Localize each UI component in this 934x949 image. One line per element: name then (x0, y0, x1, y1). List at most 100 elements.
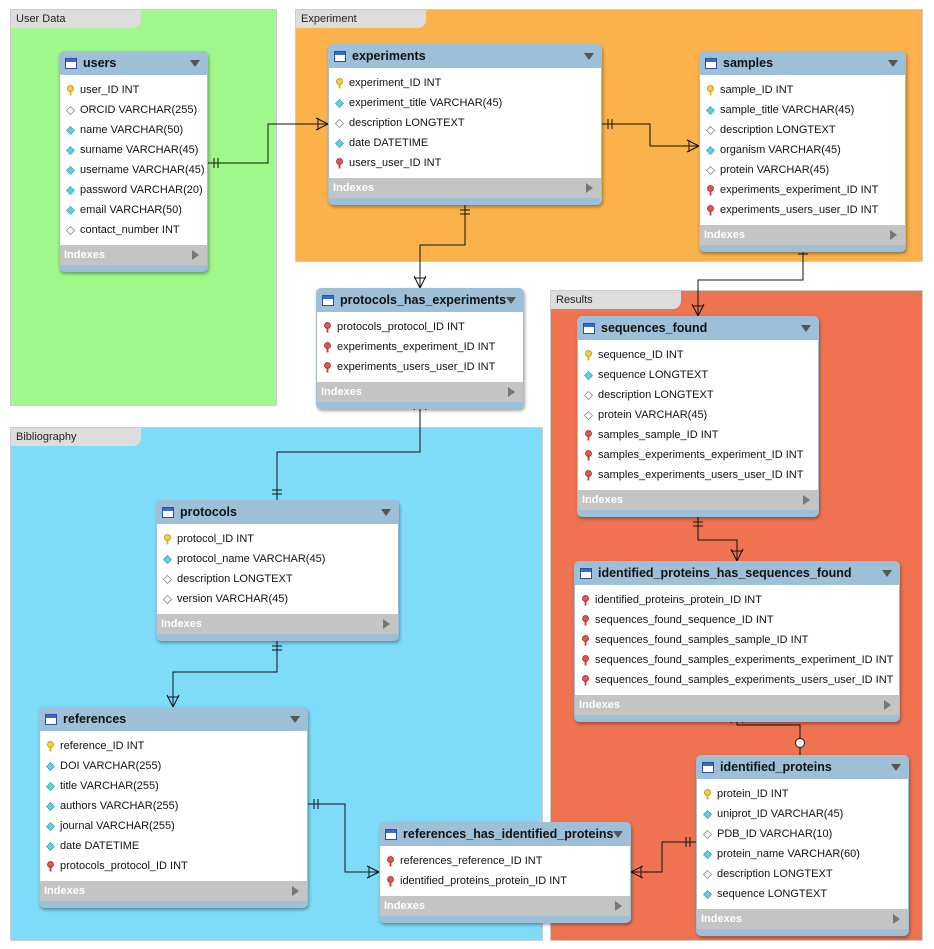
column-icon (585, 469, 592, 480)
column-row: version VARCHAR(45) (157, 589, 398, 609)
column-row: contact_number INT (60, 220, 207, 240)
region-label: User Data (11, 10, 141, 28)
column-row: sequences_found_samples_sample_ID INT (575, 630, 899, 650)
expand-arrow (890, 230, 897, 240)
table-body: protocols_protocol_ID INT experiments_exp… (317, 312, 523, 382)
relation (602, 123, 699, 147)
column-text: experiments_users_user_ID INT (337, 361, 496, 373)
indexes-bar: Indexes (575, 695, 899, 715)
column-icon (47, 860, 54, 871)
indexes-bar: Indexes (380, 896, 630, 916)
column-text: protocols_protocol_ID INT (60, 860, 188, 872)
column-icon (583, 390, 594, 400)
indexes-bar: Indexes (700, 225, 905, 245)
column-icon (703, 809, 712, 819)
column-row: description LONGTEXT (578, 385, 818, 405)
column-text: description LONGTEXT (349, 117, 465, 129)
expand-arrow (192, 250, 199, 260)
column-text: uniprot_ID VARCHAR(45) (717, 808, 844, 820)
table-icon (580, 567, 592, 579)
column-row: protocols_protocol_ID INT (40, 856, 307, 876)
expand-arrow (884, 700, 891, 710)
relation (631, 841, 696, 873)
table-header: users (59, 51, 208, 75)
region-label: Results (551, 291, 681, 309)
column-icon (582, 634, 589, 645)
column-text: authors VARCHAR(255) (60, 800, 179, 812)
table-body: references_reference_ID INT identified_pr… (380, 846, 630, 896)
column-icon (334, 118, 345, 128)
column-text: description LONGTEXT (717, 868, 833, 880)
indexes-label: Indexes (384, 900, 425, 912)
indexes-bar: Indexes (40, 881, 307, 901)
column-text: title VARCHAR(255) (60, 780, 159, 792)
relation-marker (413, 209, 470, 289)
column-row: description LONGTEXT (157, 569, 398, 589)
column-row: description LONGTEXT (329, 113, 601, 133)
column-icon (163, 554, 172, 564)
column-row: DOI VARCHAR(255) (40, 756, 307, 776)
table-header: identified_proteins_has_sequences_found (574, 561, 900, 585)
table: protocols protocol_ID INT protocol_name VA… (156, 500, 399, 641)
column-row: title VARCHAR(255) (40, 776, 307, 796)
relation (419, 204, 466, 288)
table-body: user_ID INT ORCID VARCHAR(255) name VARCHA… (60, 75, 207, 245)
column-text: PDB_ID VARCHAR(10) (717, 828, 833, 840)
column-icon (66, 205, 75, 215)
column-icon (324, 341, 331, 352)
column-icon (67, 84, 74, 95)
column-row: samples_experiments_users_user_ID INT (578, 465, 818, 485)
column-text: samples_experiments_users_user_ID INT (598, 469, 804, 481)
relation-marker (213, 117, 329, 168)
column-row: authors VARCHAR(255) (40, 796, 307, 816)
column-icon (66, 125, 75, 135)
column-row: uniprot_ID VARCHAR(45) (697, 804, 908, 824)
column-row: protein VARCHAR(45) (578, 405, 818, 425)
column-row: samples_experiments_experiment_ID INT (578, 445, 818, 465)
column-text: experiments_experiment_ID INT (720, 184, 879, 196)
column-text: protein VARCHAR(45) (720, 164, 830, 176)
column-icon (46, 821, 55, 831)
column-text: samples_experiments_experiment_ID INT (598, 449, 804, 461)
column-row: sequence LONGTEXT (578, 365, 818, 385)
column-icon (336, 157, 343, 168)
relation (697, 244, 804, 316)
table-icon (65, 57, 77, 69)
column-icon (707, 184, 714, 195)
column-icon (65, 225, 76, 235)
relation (308, 803, 379, 873)
column-icon (582, 614, 589, 625)
column-text: ORCID VARCHAR(255) (80, 104, 198, 116)
collapse-toggle (381, 509, 391, 516)
table-header: references_has_identified_proteins (379, 822, 631, 846)
relation-marker (166, 645, 282, 708)
column-text: description LONGTEXT (177, 573, 293, 585)
column-row: sequence LONGTEXT (697, 884, 908, 904)
column-icon (335, 98, 344, 108)
column-text: identified_proteins_protein_ID INT (400, 875, 567, 887)
table-name: references_has_identified_proteins (403, 827, 614, 841)
column-icon (706, 105, 715, 115)
column-icon (703, 889, 712, 899)
table-icon (583, 322, 595, 334)
indexes-label: Indexes (333, 182, 374, 194)
column-row: experiment_title VARCHAR(45) (329, 93, 601, 113)
table: users user_ID INT ORCID VARCHAR(255) name V… (59, 51, 208, 272)
table: experiments experiment_ID INT experiment_t… (328, 44, 602, 205)
column-text: experiment_title VARCHAR(45) (349, 97, 503, 109)
column-icon (46, 801, 55, 811)
relation (172, 640, 278, 707)
column-text: experiments_users_user_ID INT (720, 204, 879, 216)
column-text: protocol_ID INT (177, 533, 255, 545)
expand-arrow (383, 619, 390, 629)
column-text: version VARCHAR(45) (177, 593, 289, 605)
indexes-bar: Indexes (317, 382, 523, 402)
relation-marker (313, 799, 380, 879)
column-text: contact_number INT (80, 224, 180, 236)
table-name: samples (723, 56, 774, 70)
table: protocols_has_experiments protocols_proto… (316, 288, 524, 409)
relation (697, 516, 738, 561)
column-icon (705, 165, 716, 175)
